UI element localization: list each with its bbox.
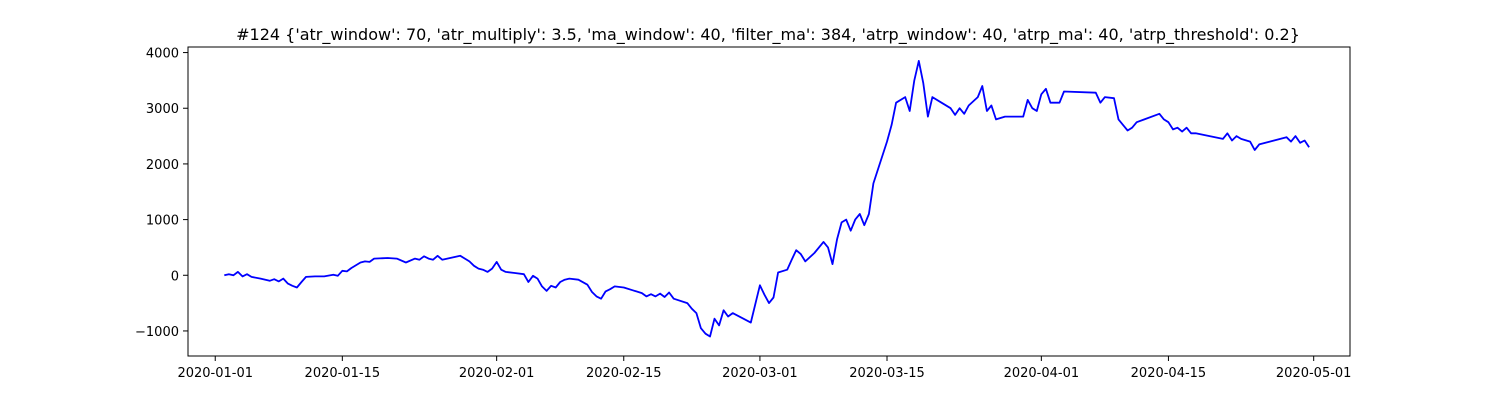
plot-frame: [187, 46, 1351, 357]
x-tick-label: 2020-02-15: [586, 366, 662, 381]
x-tick-label: 2020-04-15: [1131, 366, 1207, 381]
chart-title: #124 {'atr_window': 70, 'atr_multiply': …: [236, 25, 1300, 45]
x-tick-label: 2020-02-01: [459, 366, 535, 381]
y-tick-label: 1000: [146, 214, 179, 229]
x-tick-label: 2020-01-15: [305, 366, 381, 381]
y-axis: −1000 0 1000 2000 3000 4000: [135, 47, 188, 340]
y-tick-label: 2000: [146, 158, 179, 173]
y-tick-label: 0: [171, 269, 179, 284]
plot-area: [224, 60, 1310, 338]
x-tick-label: 2020-03-01: [722, 366, 798, 381]
x-tick-label: 2020-03-15: [849, 366, 925, 381]
x-tick-label: 2020-04-01: [1004, 366, 1080, 381]
x-tick-label: 2020-01-01: [177, 366, 253, 381]
x-tick-label: 2020-05-01: [1276, 366, 1352, 381]
x-axis: 2020-01-01 2020-01-15 2020-02-01 2020-02-15…: [177, 356, 1351, 381]
y-tick-label: 3000: [146, 102, 179, 117]
series-line: [224, 60, 1310, 338]
y-tick-label: −1000: [135, 325, 179, 340]
y-tick-label: 4000: [146, 47, 179, 62]
